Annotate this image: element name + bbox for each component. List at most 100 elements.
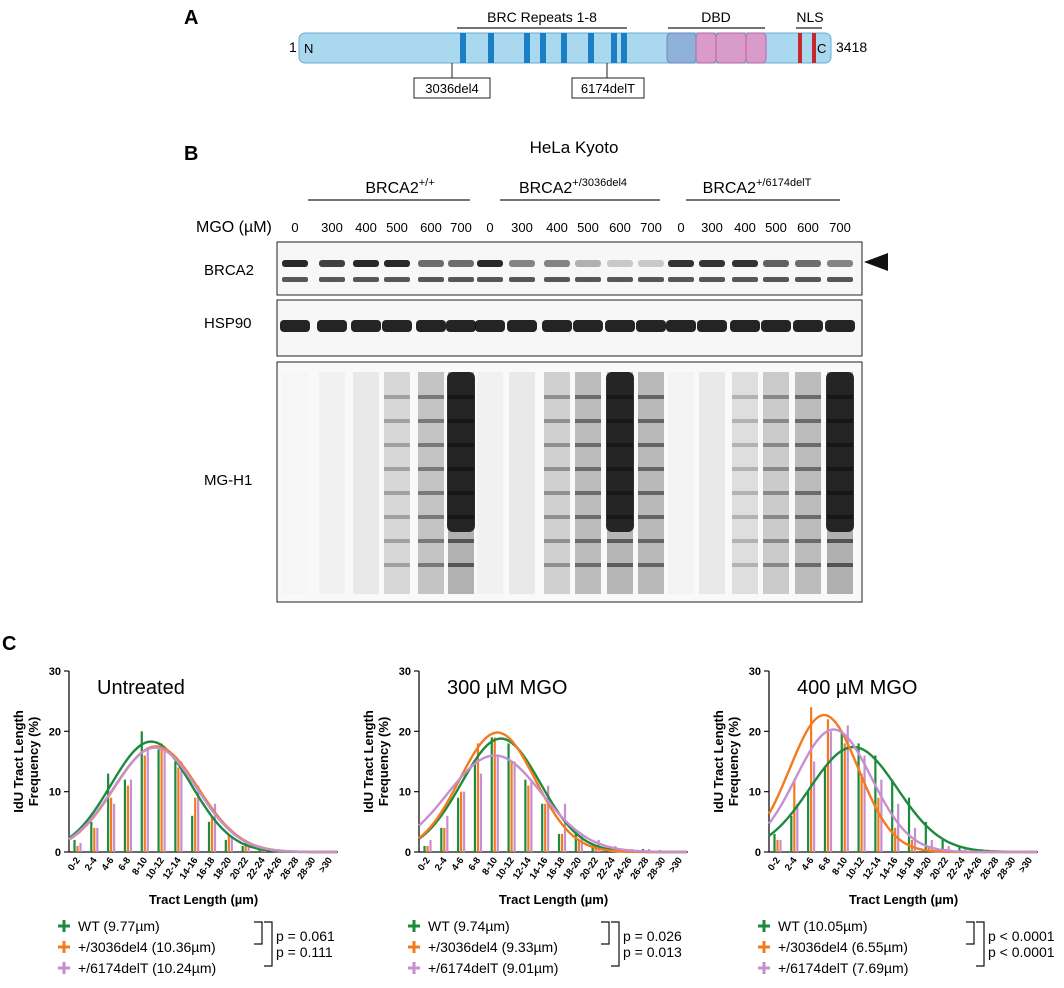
legend-label: WT (10.05µm) — [778, 918, 868, 934]
dbd-ob2-block — [715, 32, 747, 64]
bar — [547, 785, 550, 852]
brca2-full-length-arrowhead — [864, 253, 888, 271]
mgh1-band — [763, 467, 789, 471]
bar — [947, 845, 950, 852]
nls-label: NLS — [796, 9, 823, 25]
mgh1-band — [384, 443, 410, 447]
mgh1-smear — [668, 372, 694, 594]
mgh1-smear — [795, 372, 821, 594]
mgh1-band — [638, 395, 664, 399]
bar — [146, 749, 149, 852]
dose-label: 400 — [734, 220, 756, 235]
mgh1-band — [575, 563, 601, 567]
legend-label: WT (9.77µm) — [78, 918, 160, 934]
legend-label: +/3036del4 (10.36µm) — [78, 939, 216, 955]
mgh1-band — [418, 419, 444, 423]
mgh1-band — [638, 419, 664, 423]
brc-repeat-2 — [488, 33, 494, 63]
y-tick-label: 20 — [49, 726, 61, 738]
hsp90-band — [636, 320, 666, 332]
brca2-band-full — [544, 260, 570, 267]
bar — [244, 842, 247, 852]
bar — [107, 773, 110, 852]
x-tick-label: 2-4 — [83, 855, 100, 873]
brca2-band-full — [732, 260, 758, 267]
mgh1-smear — [477, 372, 503, 594]
bar — [463, 791, 466, 852]
mgh1-band — [732, 395, 758, 399]
bar — [507, 743, 510, 852]
bar — [210, 815, 214, 852]
mgh1-band — [418, 443, 444, 447]
panel-b-letter: B — [184, 143, 198, 165]
x-tick-label: 2-4 — [433, 855, 450, 873]
bar — [894, 827, 897, 852]
mgh1-band — [795, 539, 821, 543]
mgh1-band — [384, 563, 410, 567]
mgh1-band — [795, 395, 821, 399]
mutation-3036-box — [413, 77, 491, 99]
p-value-1: p = 0.061 — [276, 928, 335, 944]
brca2-band-full — [353, 260, 379, 267]
mgh1-band — [418, 515, 444, 519]
mgh1-band — [763, 563, 789, 567]
dose-label: 700 — [450, 220, 472, 235]
hsp90-band — [280, 320, 310, 332]
mgh1-dense-smear — [826, 372, 854, 532]
brc-repeat-7 — [611, 33, 617, 63]
mgh1-smear — [282, 372, 308, 594]
brca2-band-lower — [668, 277, 694, 282]
brca2-band-lower — [763, 277, 789, 282]
brc-repeat-3 — [524, 33, 530, 63]
bar — [924, 821, 927, 852]
mgh1-smear — [319, 372, 345, 594]
bar — [577, 839, 580, 852]
y-axis-label-line2: Frequency (%) — [376, 717, 391, 807]
bar — [877, 797, 880, 852]
fit-curve — [418, 754, 687, 854]
bar — [126, 785, 130, 852]
brca2-band-lower — [795, 277, 821, 282]
mgh1-band — [763, 395, 789, 399]
significance-bracket-outer — [976, 921, 985, 967]
bar — [160, 743, 163, 852]
blot-label-brca2: BRCA2 — [204, 262, 254, 279]
bar — [807, 791, 810, 852]
mgh1-band — [795, 467, 821, 471]
mgh1-band — [384, 395, 410, 399]
x-tick-label: 28-30 — [995, 855, 1018, 881]
bar — [423, 845, 426, 852]
brc-repeat-1 — [460, 33, 466, 63]
dose-label: 400 — [355, 220, 377, 235]
mgh1-band — [763, 515, 789, 519]
bar — [443, 827, 446, 852]
bar — [773, 833, 776, 852]
bar — [843, 743, 846, 852]
chart-title: Untreated — [97, 677, 185, 699]
bar — [863, 755, 866, 852]
mgh1-band — [638, 563, 664, 567]
mgh1-band — [827, 563, 853, 567]
brca2-band-lower — [477, 277, 503, 282]
bar — [224, 839, 227, 852]
legend-label: +/6174delT (9.01µm) — [428, 960, 558, 976]
legend-label: +/3036del4 (6.55µm) — [778, 939, 908, 955]
mgh1-smear — [699, 372, 725, 594]
hsp90-band — [446, 320, 476, 332]
bar — [796, 803, 799, 852]
blot-panel-brca2 — [276, 241, 863, 296]
mgh1-band — [575, 467, 601, 471]
bar — [230, 836, 233, 852]
mgh1-band — [763, 539, 789, 543]
brc-repeat-blocks — [460, 33, 627, 63]
mgh1-band — [638, 443, 664, 447]
brca2-band-lower — [638, 277, 664, 282]
blot-panel-mgh1 — [276, 361, 863, 603]
mgh1-band — [448, 563, 474, 567]
bar — [874, 755, 877, 852]
brca2-band-lower — [418, 277, 444, 282]
bar — [560, 833, 564, 852]
bar — [479, 773, 483, 852]
